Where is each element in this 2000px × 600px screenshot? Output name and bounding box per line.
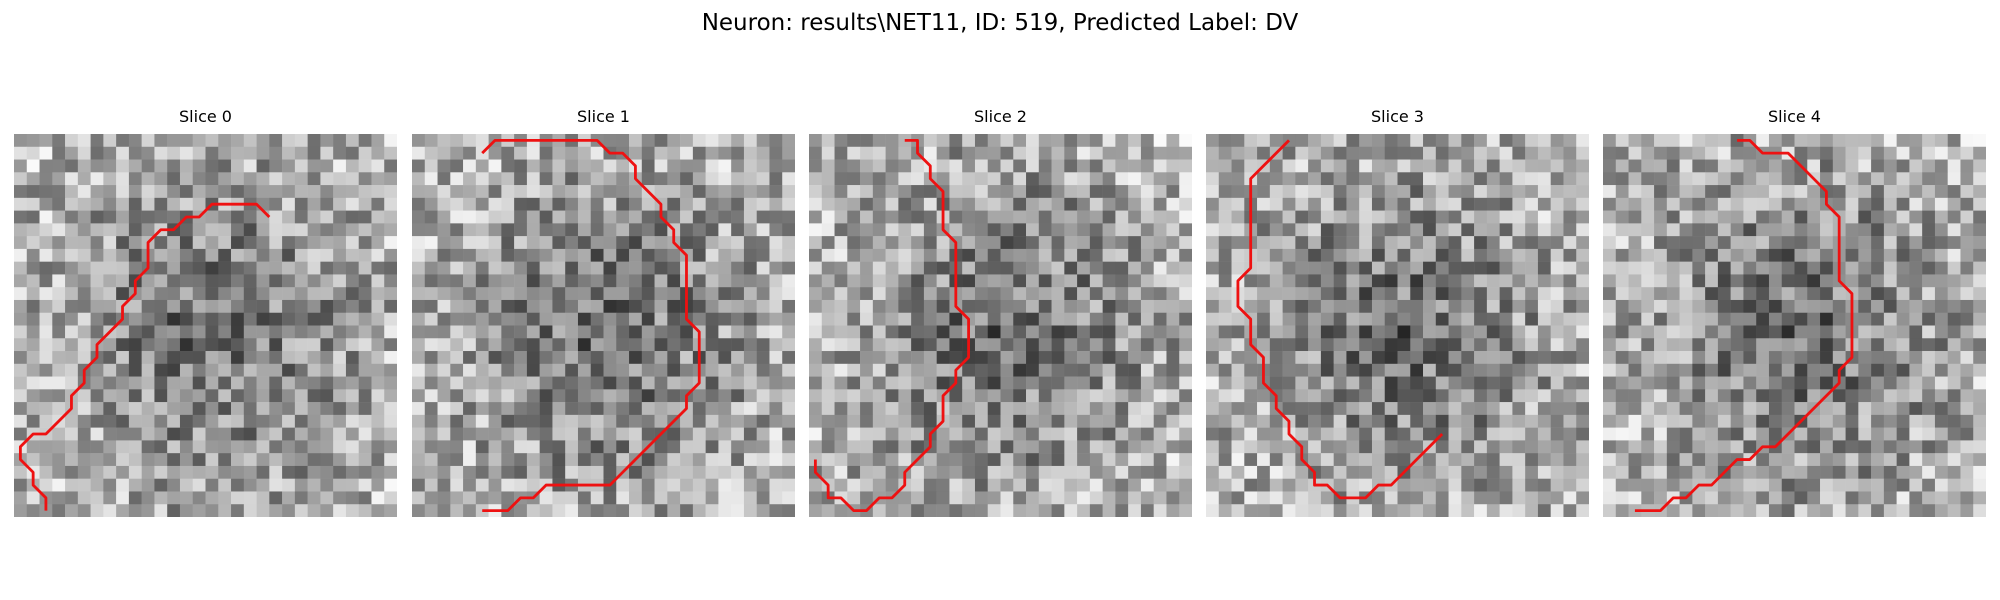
slice-image-3 [1206,134,1589,517]
neuron-contour [481,138,701,513]
pixel-texture [1603,134,1986,517]
slice-title: Slice 0 [179,107,232,126]
slice-title: Slice 3 [1371,107,1424,126]
slice-image-2 [809,134,1192,517]
pixel-texture [14,134,397,517]
slice-image-4 [1603,134,1986,517]
slice-title: Slice 1 [577,107,630,126]
neuron-contour [1236,139,1444,500]
slice-image-0 [14,134,397,517]
slice-image-1 [412,134,795,517]
neuron-contour [18,202,271,511]
slice-title: Slice 2 [974,107,1027,126]
figure-title: Neuron: results\NET11, ID: 519, Predicte… [701,10,1299,36]
neuron-contour [813,138,970,513]
pixel-texture [412,134,795,517]
pixel-texture [1206,134,1589,517]
neuron-contour [1634,138,1854,513]
slice-title: Slice 4 [1768,107,1821,126]
pixel-texture [809,134,1192,517]
